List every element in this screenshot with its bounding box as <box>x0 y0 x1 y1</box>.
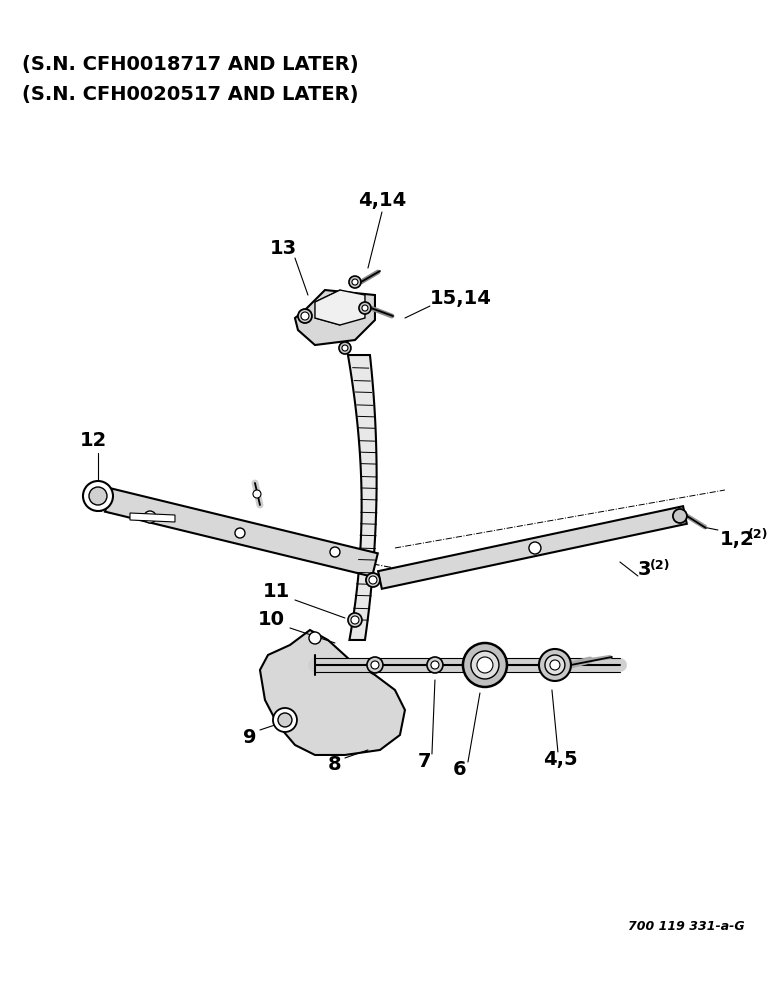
Circle shape <box>673 509 687 523</box>
Polygon shape <box>378 506 687 589</box>
Text: 8: 8 <box>328 755 342 774</box>
Polygon shape <box>348 355 377 640</box>
Text: 4,5: 4,5 <box>543 750 577 769</box>
Circle shape <box>342 345 348 351</box>
Text: 7: 7 <box>418 752 432 771</box>
Circle shape <box>477 657 493 673</box>
Text: 10: 10 <box>258 610 285 629</box>
Circle shape <box>463 643 507 687</box>
Polygon shape <box>105 488 378 577</box>
Circle shape <box>427 657 443 673</box>
Circle shape <box>298 309 312 323</box>
Circle shape <box>545 655 565 675</box>
Text: 700 119 331-a-G: 700 119 331-a-G <box>628 920 745 933</box>
Circle shape <box>367 657 383 673</box>
Text: 13: 13 <box>270 239 297 258</box>
Circle shape <box>369 576 377 584</box>
Circle shape <box>529 542 541 554</box>
Circle shape <box>371 661 379 669</box>
Polygon shape <box>315 290 365 325</box>
Circle shape <box>349 276 361 288</box>
Circle shape <box>431 661 439 669</box>
Circle shape <box>309 632 321 644</box>
Circle shape <box>330 547 340 557</box>
Circle shape <box>89 487 107 505</box>
Text: 6: 6 <box>453 760 467 779</box>
Text: (S.N. CFH0020517 AND LATER): (S.N. CFH0020517 AND LATER) <box>22 85 358 104</box>
Circle shape <box>471 651 499 679</box>
Circle shape <box>539 649 571 681</box>
Circle shape <box>362 305 368 311</box>
Text: 4,14: 4,14 <box>358 191 406 210</box>
Text: 12: 12 <box>80 431 107 450</box>
Circle shape <box>144 511 156 523</box>
Text: 3: 3 <box>638 560 652 579</box>
Circle shape <box>83 481 113 511</box>
Text: 11: 11 <box>262 582 290 601</box>
Circle shape <box>351 616 359 624</box>
Circle shape <box>253 490 261 498</box>
Circle shape <box>278 713 292 727</box>
Circle shape <box>359 302 371 314</box>
Text: (2): (2) <box>650 559 670 572</box>
Text: 9: 9 <box>243 728 257 747</box>
Text: (S.N. CFH0018717 AND LATER): (S.N. CFH0018717 AND LATER) <box>22 55 359 74</box>
Text: 1,2: 1,2 <box>720 530 754 549</box>
Polygon shape <box>260 630 405 755</box>
Circle shape <box>273 708 297 732</box>
Circle shape <box>235 528 245 538</box>
Text: (2): (2) <box>748 528 768 541</box>
Text: 15,14: 15,14 <box>430 289 492 308</box>
Circle shape <box>301 312 309 320</box>
Polygon shape <box>295 290 375 345</box>
Circle shape <box>550 660 560 670</box>
Circle shape <box>352 279 358 285</box>
Polygon shape <box>130 513 175 522</box>
Circle shape <box>339 342 351 354</box>
Circle shape <box>348 613 362 627</box>
Circle shape <box>366 573 380 587</box>
